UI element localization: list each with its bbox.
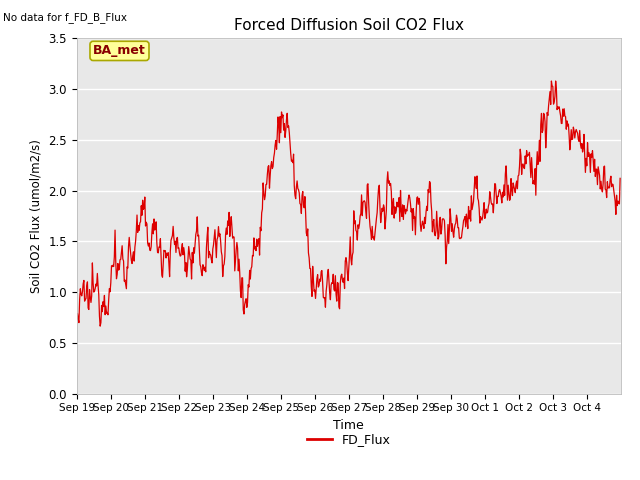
Text: BA_met: BA_met (93, 44, 146, 58)
Title: Forced Diffusion Soil CO2 Flux: Forced Diffusion Soil CO2 Flux (234, 18, 464, 33)
Legend: FD_Flux: FD_Flux (302, 428, 396, 451)
X-axis label: Time: Time (333, 419, 364, 432)
Y-axis label: Soil CO2 Flux (umol/m2/s): Soil CO2 Flux (umol/m2/s) (30, 139, 43, 293)
Text: No data for f_FD_B_Flux: No data for f_FD_B_Flux (3, 12, 127, 23)
